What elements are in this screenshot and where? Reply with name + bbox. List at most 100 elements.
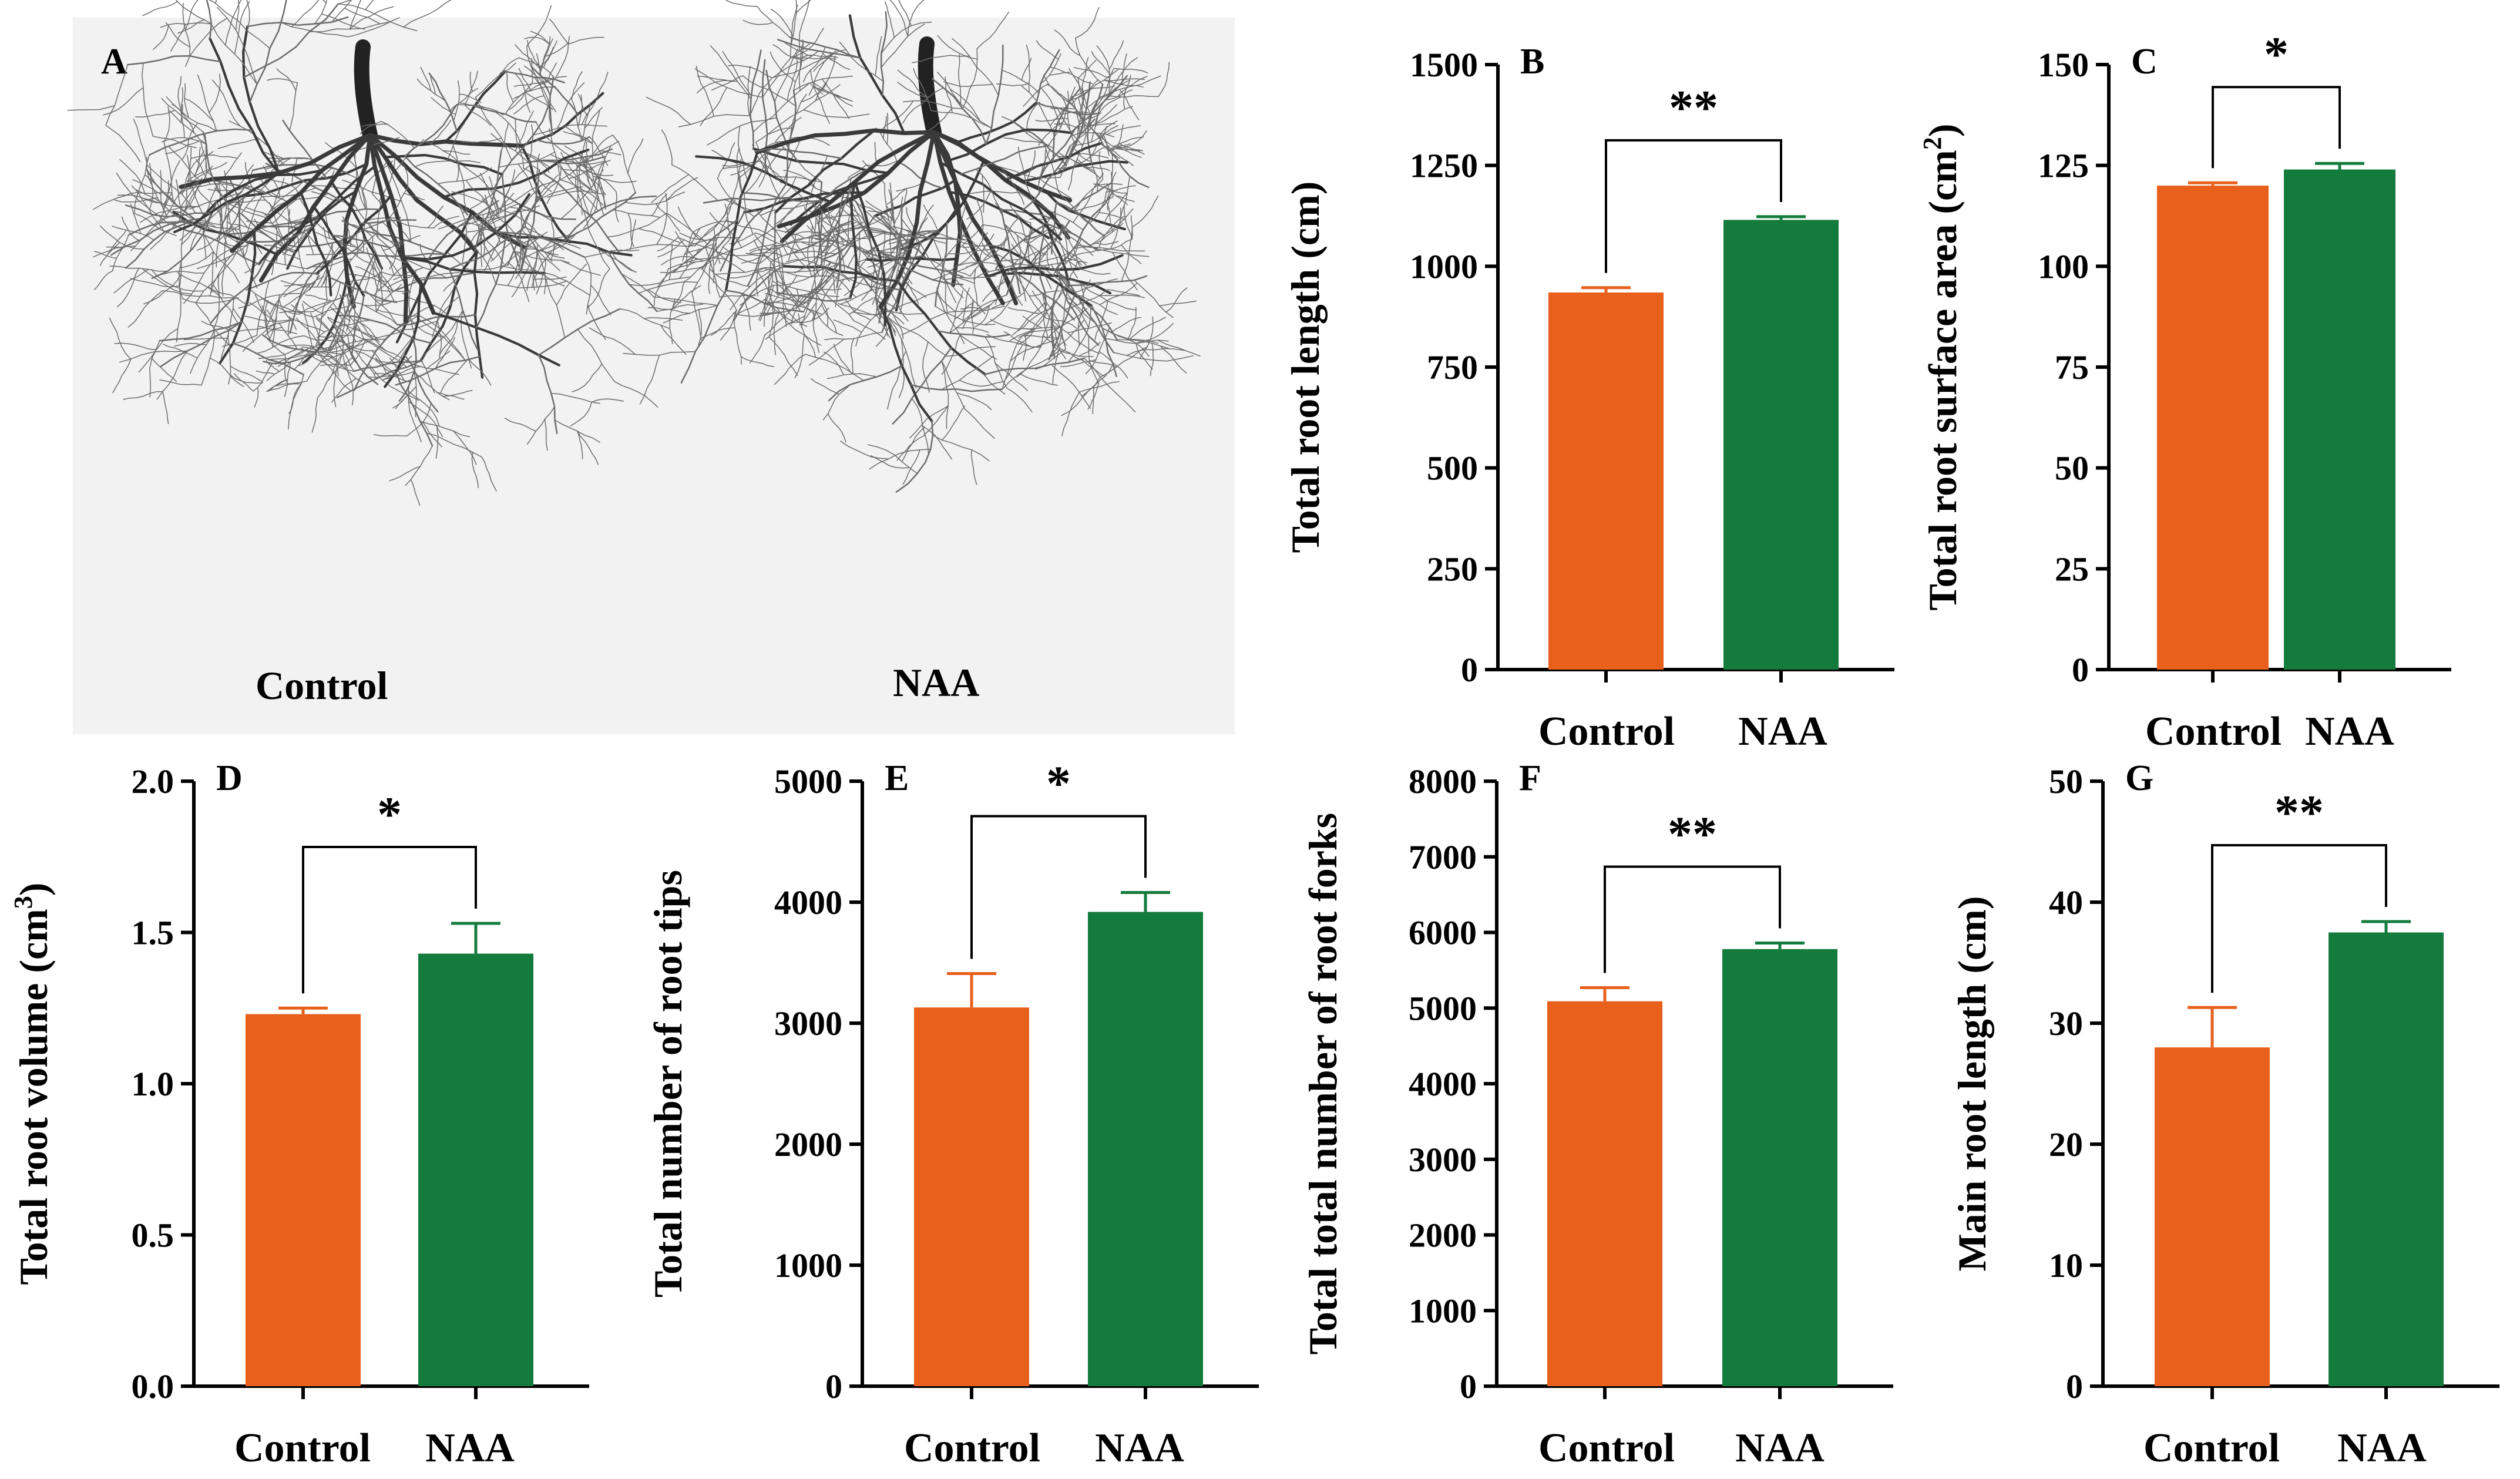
y-axis-label-text: Total root volume (cm: [11, 909, 56, 1285]
root-strand: [1036, 40, 1059, 60]
root-strand: [791, 288, 799, 324]
root-strand: [549, 76, 555, 135]
significance-bracket: [2211, 843, 2387, 993]
root-strand: [811, 201, 817, 241]
root-strand: [1159, 300, 1197, 307]
root-strand: [898, 0, 912, 26]
root-strand: [669, 298, 676, 344]
root-strand: [420, 66, 432, 92]
root-strand: [954, 302, 975, 320]
root-strand: [833, 320, 862, 333]
root-strand: [368, 133, 409, 324]
root-strand: [436, 392, 465, 400]
root-strand: [266, 360, 280, 372]
root-strand: [807, 199, 835, 221]
root-strand: [1031, 290, 1047, 311]
root-strand: [728, 267, 765, 278]
root-strand: [936, 287, 956, 312]
root-strand: [941, 360, 965, 409]
root-strand: [234, 373, 254, 392]
root-strand: [358, 321, 387, 352]
root-strand: [354, 318, 380, 343]
root-strand: [177, 19, 205, 34]
root-strand: [992, 292, 1025, 309]
root-strand: [614, 381, 658, 408]
y-axis-label-text: Total root length (cm): [1283, 181, 1328, 553]
root-strand: [1098, 216, 1125, 248]
root-strand: [305, 294, 333, 302]
root-strand: [701, 268, 737, 311]
bar-naa: [1722, 949, 1837, 1386]
root-strand: [365, 300, 395, 307]
root-strand: [798, 41, 804, 91]
root-strand: [713, 228, 721, 264]
root-strand: [560, 179, 604, 206]
root-strand: [599, 150, 621, 156]
root-strand: [941, 405, 966, 441]
root-strand: [1075, 134, 1087, 166]
root-strand: [354, 350, 377, 378]
root-strand: [549, 18, 569, 45]
root-strand: [979, 233, 994, 262]
root-strand: [483, 233, 502, 273]
root-strand: [181, 220, 199, 246]
root-strand: [349, 0, 362, 30]
root-strand: [589, 145, 611, 217]
y-axis-label: Total number of root tips: [646, 870, 690, 1298]
root-strand: [1118, 89, 1140, 120]
root-strand: [655, 203, 680, 232]
root-strand: [956, 101, 1038, 144]
root-strand: [916, 231, 940, 236]
significance-marker: **: [1668, 807, 1717, 862]
root-strand: [1050, 320, 1084, 358]
root-strand: [941, 334, 961, 375]
root-strand: [1036, 102, 1099, 116]
bar-control: [246, 1014, 361, 1386]
root-strand: [671, 164, 719, 201]
root-strand: [1069, 261, 1111, 275]
root-strand: [901, 427, 925, 462]
y-tick-label: 1.0: [132, 1065, 174, 1103]
significance-bracket: [2212, 86, 2341, 169]
root-strand: [691, 292, 702, 341]
root-strand: [94, 251, 117, 259]
root-strand: [266, 383, 302, 392]
root-strand: [910, 384, 1003, 392]
root-strand: [318, 351, 349, 371]
root-strand: [1079, 86, 1084, 116]
y-tick-label: 2000: [1409, 1216, 1477, 1255]
y-tick-label: 500: [1427, 449, 1478, 488]
root-strand: [695, 65, 714, 117]
root-strand: [810, 378, 840, 395]
x-category-label: Control: [234, 1426, 371, 1471]
root-strand: [1081, 359, 1106, 377]
root-strand: [762, 207, 794, 237]
root-strand: [431, 119, 452, 144]
root-strand: [913, 68, 932, 112]
x-category-label: Control: [1538, 1426, 1675, 1471]
root-strand: [1132, 195, 1159, 228]
root-strand: [350, 271, 382, 283]
root-strand: [233, 307, 254, 343]
root-strand: [725, 219, 775, 238]
y-axis-label: Total root length (cm): [1283, 181, 1328, 553]
root-strand: [256, 335, 305, 354]
root-strand: [381, 271, 414, 277]
root-strand: [1103, 192, 1128, 224]
root-strand: [354, 137, 400, 152]
root-strand: [1026, 101, 1041, 135]
root-strand: [812, 86, 851, 101]
root-strand: [1029, 218, 1050, 220]
significance-marker: *: [377, 787, 402, 842]
root-strand: [1150, 342, 1154, 377]
root-strand: [370, 242, 382, 288]
root-strand: [956, 392, 992, 411]
root-strand: [267, 379, 288, 391]
root-strand: [577, 431, 583, 460]
root-strand: [184, 83, 190, 119]
root-strand: [993, 253, 1032, 266]
root-strand: [435, 337, 456, 370]
root-strand: [1024, 160, 1061, 175]
root-strand: [1108, 40, 1124, 70]
root-strand: [765, 275, 798, 316]
